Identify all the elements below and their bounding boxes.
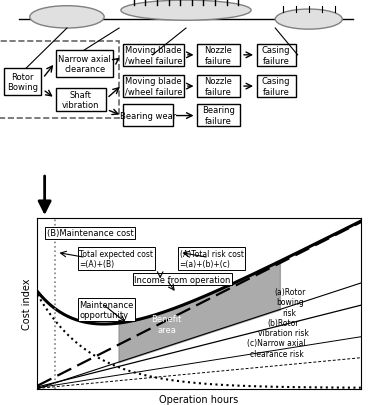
Text: (B)Maintenance cost: (B)Maintenance cost [47,229,134,238]
Ellipse shape [275,10,342,30]
Text: Casing
failure: Casing failure [262,77,291,96]
Text: Narrow axial
clearance: Narrow axial clearance [58,55,111,74]
Text: Benefit
area: Benefit area [151,315,182,334]
FancyBboxPatch shape [56,51,113,78]
Ellipse shape [121,1,251,21]
Text: Maintenance
opportunity: Maintenance opportunity [79,301,134,320]
Text: (c)Narrow axial
clearance risk: (c)Narrow axial clearance risk [247,338,306,358]
Text: Shaft
vibration: Shaft vibration [62,91,100,110]
FancyBboxPatch shape [123,45,184,67]
Text: Rotor
Bowing: Rotor Bowing [7,73,38,92]
Text: Nozzle
failure: Nozzle failure [205,46,232,65]
FancyBboxPatch shape [257,76,296,98]
Text: Income from operation: Income from operation [134,275,231,284]
FancyBboxPatch shape [257,45,296,67]
FancyBboxPatch shape [123,76,184,98]
Text: Total expected cost
=(A)+(B): Total expected cost =(A)+(B) [79,249,153,269]
X-axis label: Operation hours: Operation hours [159,394,239,404]
Text: (A)Total risk cost
=(a)+(b)+(c): (A)Total risk cost =(a)+(b)+(c) [180,249,244,269]
Ellipse shape [30,6,104,29]
FancyBboxPatch shape [4,69,41,96]
FancyBboxPatch shape [197,104,240,127]
Text: Moving blade
/wheel failure: Moving blade /wheel failure [125,77,182,96]
FancyBboxPatch shape [123,104,173,127]
FancyBboxPatch shape [197,45,240,67]
Text: Casing
failure: Casing failure [262,46,291,65]
FancyBboxPatch shape [56,89,106,111]
Text: (a)Rotor
bowing
risk: (a)Rotor bowing risk [274,287,305,317]
Text: Moving blade
/wheel failure: Moving blade /wheel failure [125,46,182,65]
Text: Bearing
failure: Bearing failure [202,106,235,126]
FancyBboxPatch shape [197,76,240,98]
Y-axis label: Cost index: Cost index [22,278,32,329]
Text: Bearing wear: Bearing wear [120,111,176,120]
Text: (b)Rotor
vibration risk: (b)Rotor vibration risk [258,318,309,337]
Text: Nozzle
failure: Nozzle failure [205,77,232,96]
